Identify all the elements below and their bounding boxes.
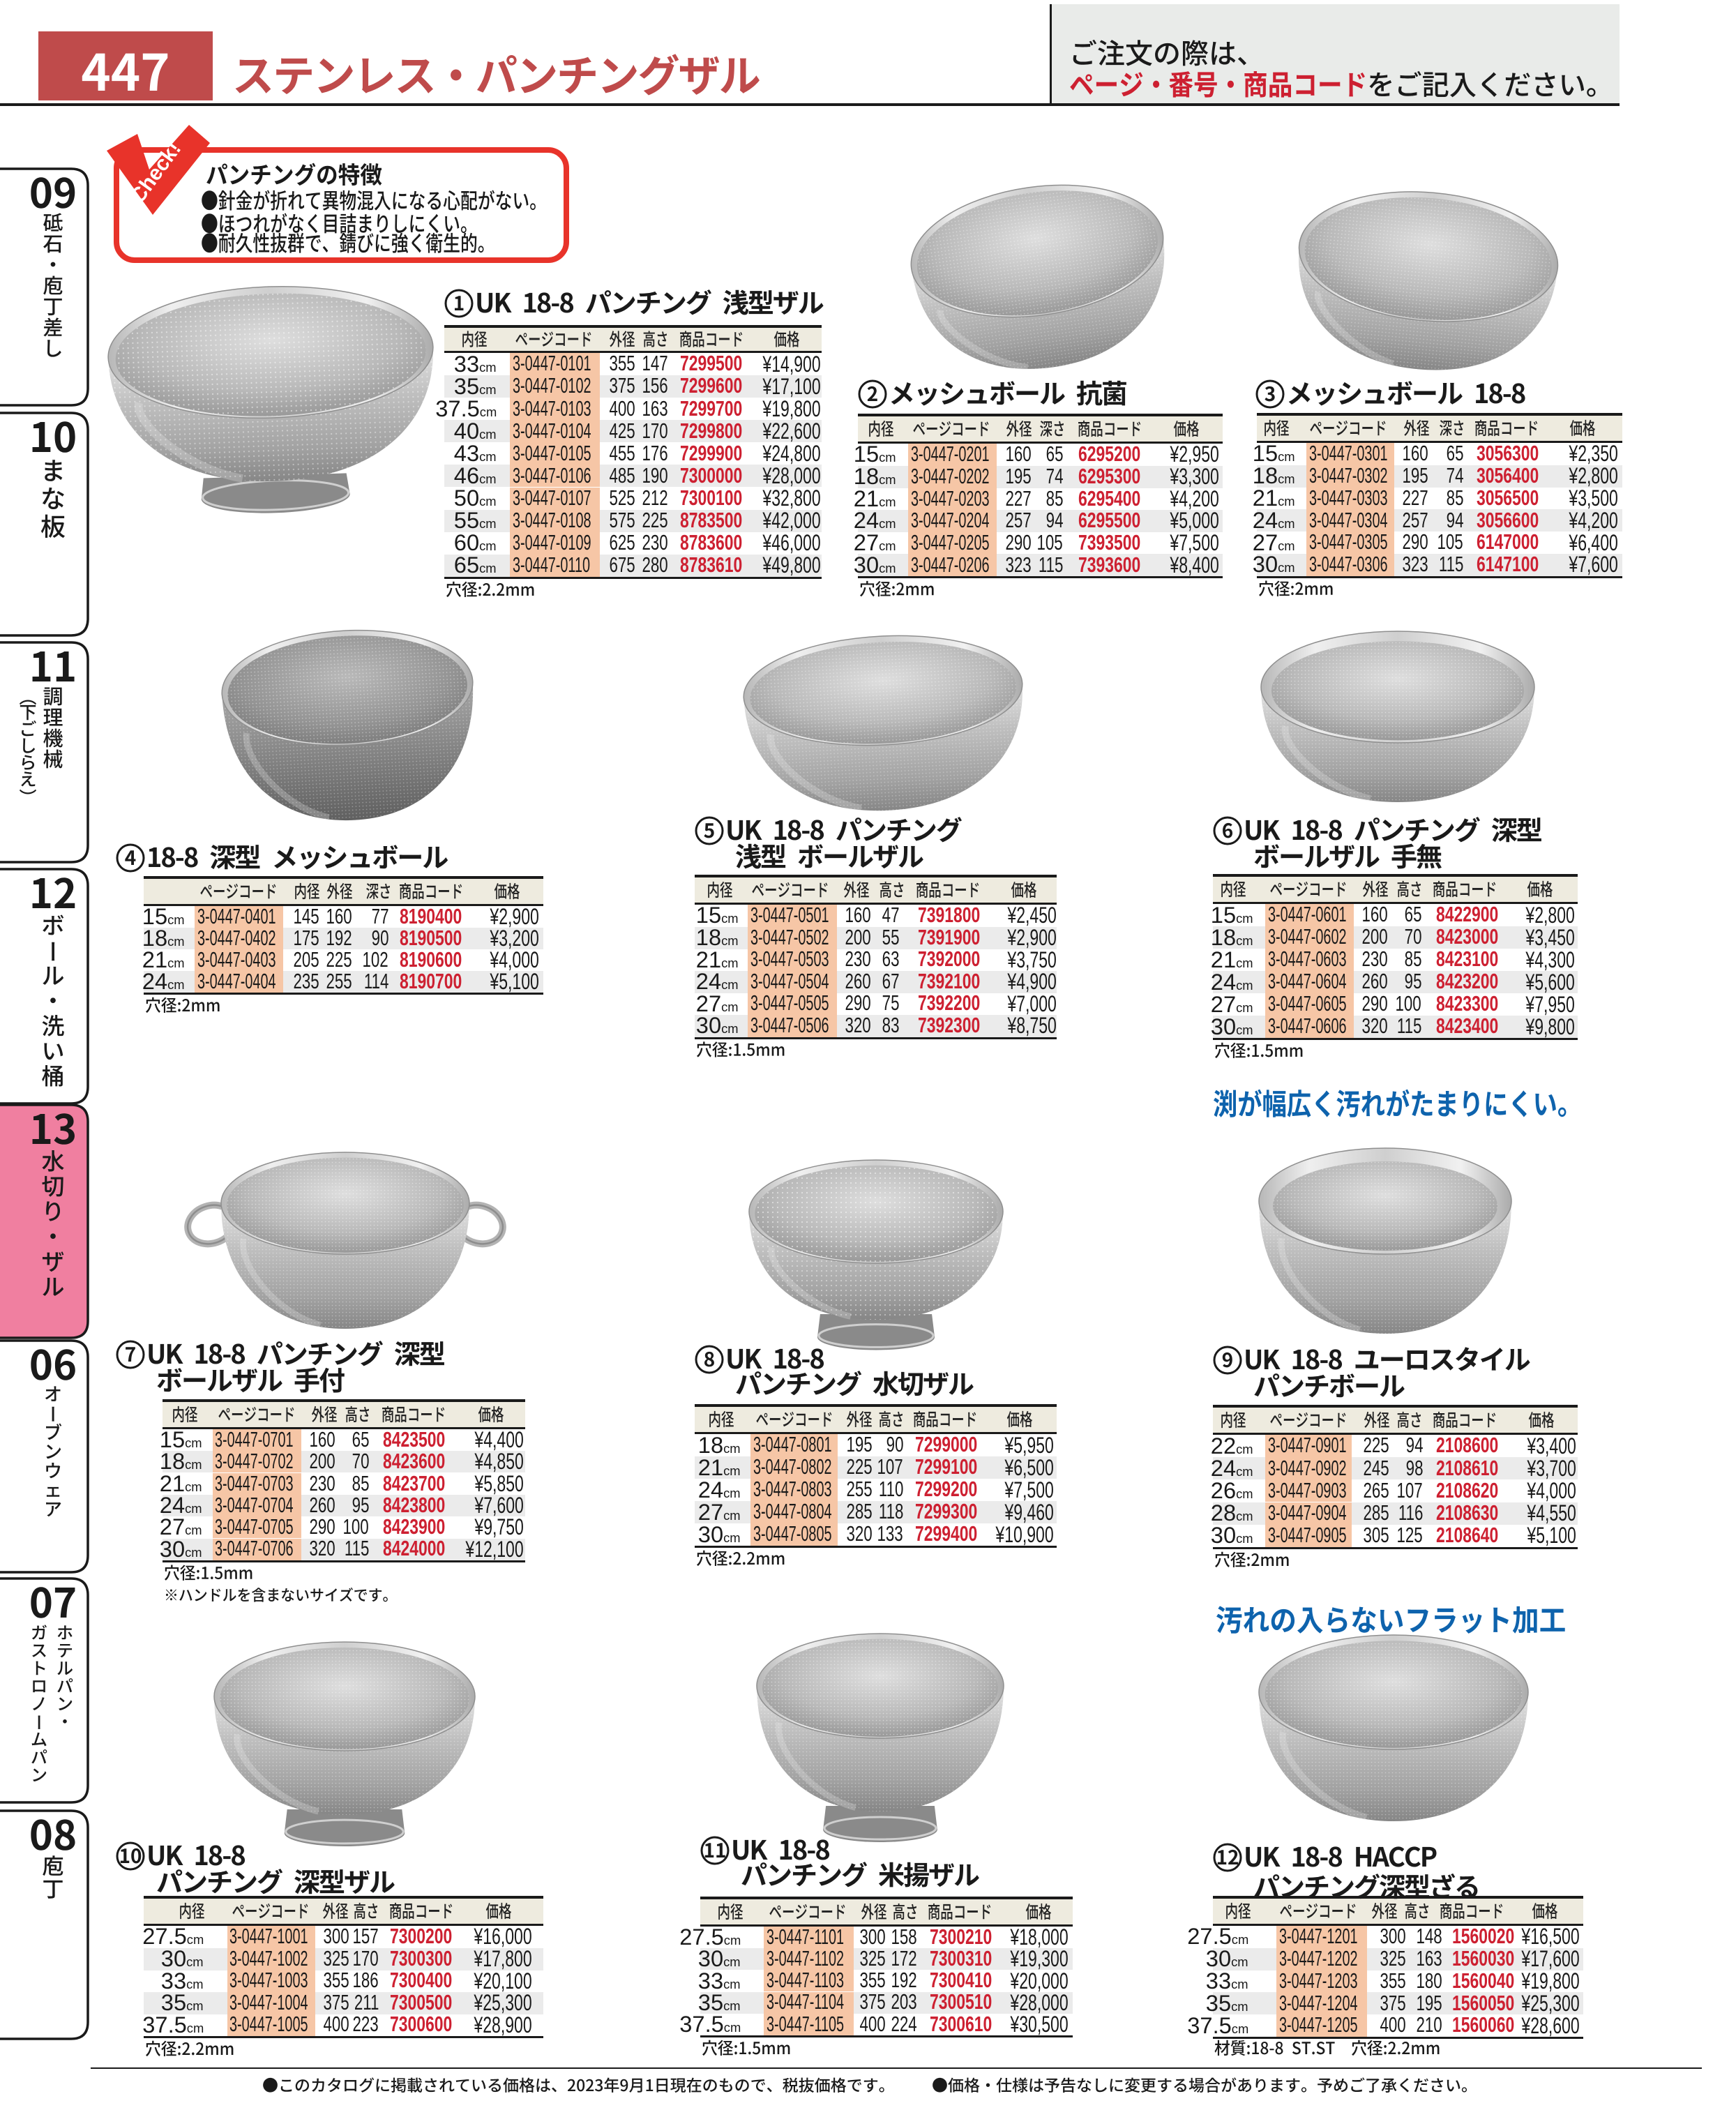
svg-text:Check!: Check! bbox=[126, 137, 186, 207]
